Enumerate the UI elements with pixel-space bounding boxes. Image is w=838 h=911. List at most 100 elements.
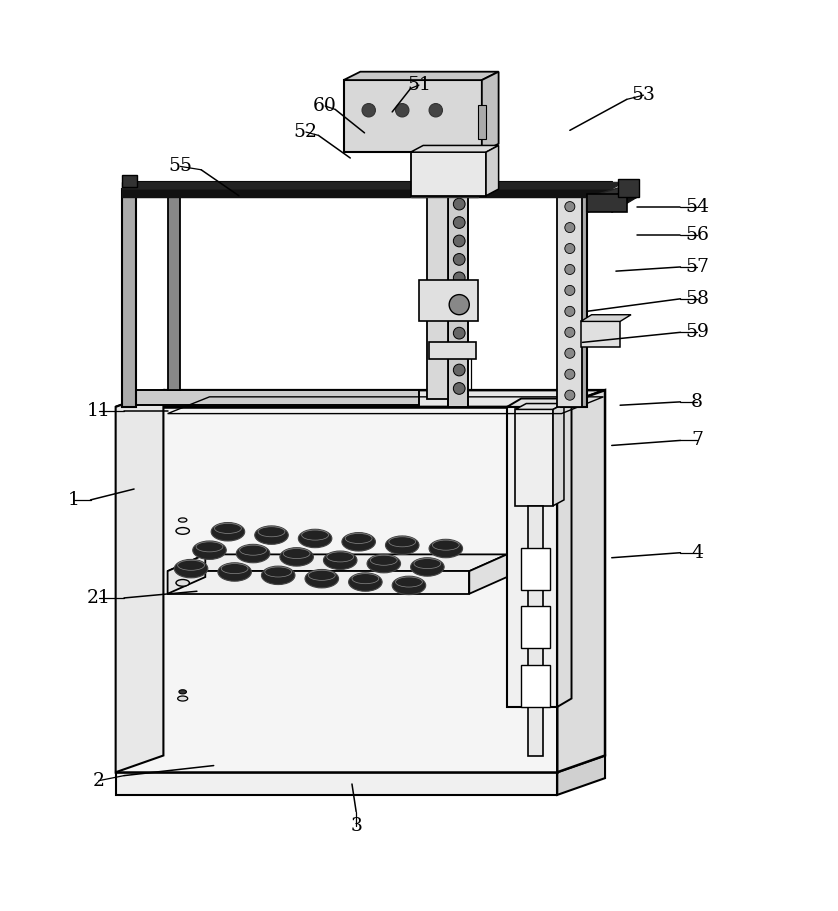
Polygon shape [557,755,605,795]
Polygon shape [507,407,557,707]
Bar [122,175,137,188]
Ellipse shape [179,690,187,694]
Ellipse shape [174,559,208,578]
Polygon shape [429,343,476,359]
Polygon shape [515,409,553,506]
Text: 7: 7 [691,432,703,449]
Ellipse shape [255,526,288,545]
Polygon shape [427,182,448,398]
Ellipse shape [211,523,245,541]
Ellipse shape [429,539,463,558]
Ellipse shape [280,548,313,566]
Polygon shape [122,189,136,407]
Circle shape [449,294,469,314]
Polygon shape [557,198,582,407]
Text: 21: 21 [87,589,111,607]
Ellipse shape [323,551,357,569]
Circle shape [565,264,575,274]
Polygon shape [116,773,557,795]
Circle shape [453,364,465,376]
Text: 52: 52 [294,123,318,141]
Bar [478,105,486,138]
Ellipse shape [178,518,187,522]
Circle shape [453,235,465,247]
Polygon shape [581,314,631,322]
Ellipse shape [349,573,382,591]
Text: 55: 55 [168,158,192,176]
Polygon shape [507,398,572,407]
Circle shape [565,306,575,316]
Circle shape [429,104,442,117]
Circle shape [453,327,465,339]
Bar [618,179,639,198]
Polygon shape [482,72,499,152]
Circle shape [453,309,465,321]
Polygon shape [581,322,620,346]
Polygon shape [486,146,499,196]
Polygon shape [116,390,605,407]
Text: 8: 8 [691,393,703,411]
Text: 53: 53 [632,87,655,104]
Polygon shape [122,182,612,198]
Polygon shape [116,755,605,773]
Polygon shape [411,146,499,152]
Text: 56: 56 [685,226,709,244]
Circle shape [396,104,409,117]
Ellipse shape [193,541,226,559]
Ellipse shape [261,566,295,585]
Polygon shape [122,390,419,405]
Polygon shape [116,390,163,773]
Ellipse shape [367,555,401,573]
Polygon shape [515,404,564,409]
Text: 59: 59 [685,323,709,342]
Polygon shape [557,390,605,773]
Ellipse shape [342,533,375,551]
Text: 60: 60 [313,97,337,115]
Circle shape [565,390,575,400]
Circle shape [565,348,575,358]
Ellipse shape [236,545,270,563]
Polygon shape [116,407,557,773]
Polygon shape [122,182,624,189]
Circle shape [362,104,375,117]
Polygon shape [612,182,637,212]
Text: 11: 11 [87,402,111,420]
Polygon shape [419,280,478,322]
Polygon shape [528,506,543,755]
Circle shape [453,272,465,283]
Polygon shape [344,80,482,152]
Circle shape [565,243,575,253]
Ellipse shape [392,576,426,595]
Polygon shape [521,607,550,649]
Circle shape [565,201,575,211]
Circle shape [565,285,575,295]
Text: 3: 3 [350,817,362,834]
Ellipse shape [298,529,332,548]
Polygon shape [411,152,486,196]
Ellipse shape [218,563,251,581]
Polygon shape [344,72,499,80]
Text: 57: 57 [685,258,709,276]
Polygon shape [553,404,564,506]
Circle shape [453,199,465,210]
Ellipse shape [411,558,444,576]
Text: 4: 4 [691,544,703,562]
Polygon shape [587,182,637,212]
Ellipse shape [176,527,189,534]
Polygon shape [168,555,507,571]
Polygon shape [448,182,468,407]
Circle shape [453,345,465,357]
Circle shape [565,327,575,337]
Text: 58: 58 [685,290,709,308]
Circle shape [453,253,465,265]
Text: 2: 2 [93,772,105,790]
Ellipse shape [305,569,339,588]
Polygon shape [561,188,587,407]
Ellipse shape [178,696,188,701]
Circle shape [565,222,575,232]
Text: 1: 1 [68,491,80,509]
Polygon shape [521,665,550,707]
Polygon shape [557,398,572,707]
Text: 54: 54 [685,198,709,216]
Circle shape [453,217,465,229]
